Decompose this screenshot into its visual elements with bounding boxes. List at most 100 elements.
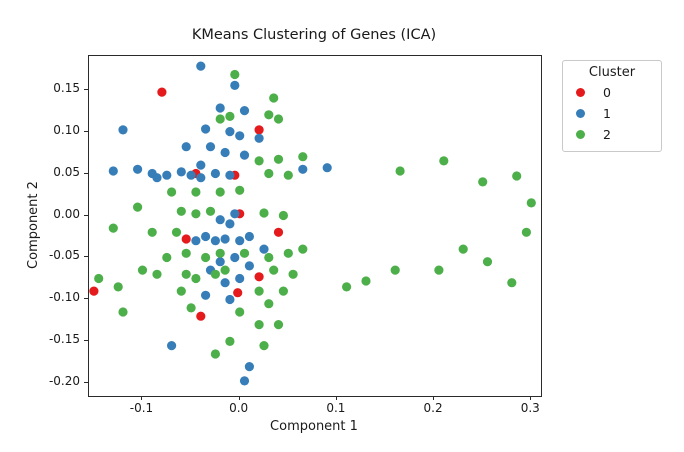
scatter-point [507, 278, 517, 288]
scatter-point [434, 265, 444, 275]
scatter-point [152, 173, 162, 183]
scatter-point [191, 273, 201, 284]
scatter-point [239, 150, 250, 160]
scatter-point [191, 236, 201, 246]
scatter-point [215, 114, 225, 124]
scatter-point [196, 311, 206, 321]
x-tick-label: 0.3 [520, 401, 540, 415]
scatter-point [210, 349, 220, 359]
scatter-point [283, 248, 293, 258]
scatter-point [239, 248, 250, 258]
scatter-point [133, 202, 143, 212]
scatter-point [210, 269, 220, 279]
legend-item: 0 [571, 82, 653, 103]
scatter-point [162, 252, 172, 263]
x-tick-label: -0.1 [129, 401, 154, 415]
y-tick [84, 130, 88, 132]
scatter-point [201, 252, 211, 263]
legend-title: Cluster [588, 65, 636, 80]
scatter-point [395, 166, 405, 176]
scatter-point [181, 248, 191, 258]
x-axis-label: Component 1 [270, 419, 358, 434]
scatter-point [210, 168, 220, 179]
scatter-point [225, 170, 235, 180]
scatter-point [186, 170, 196, 180]
scatter-point [254, 125, 264, 135]
scatter-point [230, 80, 240, 90]
scatter-point [215, 257, 225, 267]
scatter-point [278, 286, 288, 296]
scatter-point [244, 362, 254, 372]
scatter-point [225, 111, 235, 121]
scatter-point [118, 307, 128, 317]
y-tick-label: 0.10 [53, 122, 80, 137]
scatter-point [196, 61, 206, 71]
scatter-point [273, 114, 284, 124]
legend-dot-icon [576, 109, 585, 118]
scatter-point [278, 210, 288, 221]
scatter-point [298, 244, 308, 254]
y-tick [84, 382, 88, 384]
scatter-point [235, 273, 245, 284]
scatter-point [283, 170, 293, 180]
legend: Cluster 0 1 2 [562, 60, 662, 152]
scatter-point [118, 125, 128, 135]
scatter-point [254, 133, 264, 143]
legend-item-label: 0 [603, 85, 611, 100]
scatter-point [205, 142, 216, 152]
scatter-point [235, 307, 245, 317]
scatter-point [269, 93, 279, 103]
scatter-point [157, 87, 167, 97]
scatter-point [152, 269, 162, 279]
scatter-point [273, 154, 284, 164]
y-tick-label: -0.15 [48, 332, 80, 347]
scatter-point [254, 286, 264, 296]
y-tick [84, 88, 88, 90]
scatter-point [298, 152, 308, 162]
scatter-point [181, 269, 191, 279]
x-tick [433, 396, 435, 400]
scatter-point [269, 265, 279, 275]
scatter-point [233, 288, 243, 298]
scatter-point [239, 376, 250, 386]
scatter-point [191, 209, 201, 219]
scatter-point [225, 219, 235, 229]
scatter-point [235, 185, 245, 195]
x-tick [141, 396, 143, 400]
legend-item-label: 2 [603, 127, 611, 142]
scatter-point [108, 223, 118, 233]
y-tick-label: -0.05 [48, 248, 80, 263]
scatter-point [196, 173, 206, 183]
scatter-point [113, 282, 123, 292]
scatter-point [201, 290, 211, 300]
scatter-point [342, 282, 352, 292]
scatter-point [390, 265, 400, 275]
scatter-point [254, 320, 264, 330]
scatter-point [191, 187, 201, 197]
scatter-point [225, 127, 235, 137]
legend-dot-icon [576, 130, 585, 139]
scatter-point [458, 244, 468, 254]
x-tick-label: 0.0 [229, 401, 249, 415]
scatter-point [201, 124, 211, 134]
scatter-point [230, 209, 240, 219]
x-tick [530, 396, 532, 400]
scatter-point [181, 142, 191, 152]
scatter-point [244, 261, 254, 271]
scatter-point [298, 164, 308, 174]
scatter-point [230, 69, 240, 80]
scatter-point [210, 236, 220, 246]
legend-item: 1 [571, 103, 653, 124]
scatter-point [254, 156, 264, 166]
scatter-point [225, 336, 235, 346]
scatter-point [273, 320, 284, 330]
legend-item-label: 1 [603, 106, 611, 121]
y-tick [84, 256, 88, 258]
y-tick [84, 172, 88, 174]
scatter-point [361, 276, 371, 286]
scatter-point [94, 273, 104, 284]
scatter-point [439, 156, 449, 166]
scatter-point [89, 286, 99, 296]
scatter-point [220, 278, 230, 288]
scatter-point [273, 227, 284, 237]
